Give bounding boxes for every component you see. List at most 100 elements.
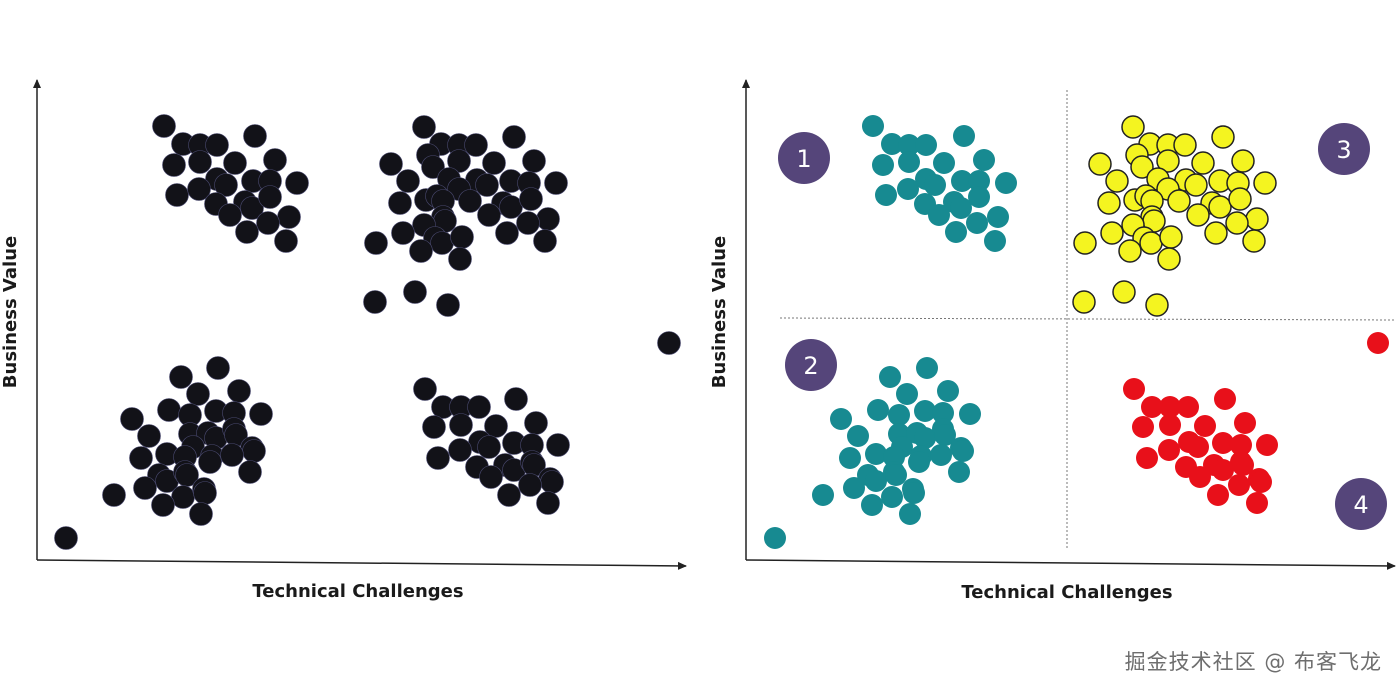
data-point	[847, 425, 869, 447]
data-point	[403, 280, 427, 304]
data-point	[937, 380, 959, 402]
data-point	[898, 134, 920, 156]
data-point	[189, 502, 213, 526]
data-point	[458, 189, 482, 213]
data-point	[1232, 454, 1254, 476]
data-point	[881, 486, 903, 508]
data-point	[495, 221, 519, 245]
data-point	[1136, 447, 1158, 469]
data-point	[1159, 225, 1183, 249]
data-point	[220, 443, 244, 467]
quadrant-badge-3: 3	[1318, 123, 1370, 175]
data-point	[1225, 211, 1249, 235]
data-point	[1208, 195, 1232, 219]
data-point	[1189, 466, 1211, 488]
data-point	[448, 438, 472, 462]
data-point	[812, 484, 834, 506]
data-point	[129, 446, 153, 470]
data-point	[467, 395, 491, 419]
data-point	[1177, 396, 1199, 418]
data-point	[1234, 412, 1256, 434]
data-point	[235, 220, 259, 244]
data-point	[1167, 189, 1191, 213]
data-point	[533, 229, 557, 253]
data-point	[477, 435, 501, 459]
data-point	[1194, 415, 1216, 437]
data-point	[865, 443, 887, 465]
data-point	[205, 133, 229, 157]
data-point	[1253, 171, 1277, 195]
right-points	[764, 115, 1389, 549]
data-point	[932, 402, 954, 424]
data-point	[934, 424, 956, 446]
data-point	[426, 446, 450, 470]
data-point	[1245, 207, 1269, 231]
data-point	[987, 206, 1009, 228]
data-point	[540, 470, 564, 494]
data-point	[1123, 378, 1145, 400]
data-point	[522, 149, 546, 173]
data-point	[896, 383, 918, 405]
data-point	[516, 211, 540, 235]
data-point	[412, 115, 436, 139]
data-point	[1250, 471, 1272, 493]
data-point	[897, 178, 919, 200]
data-point	[258, 185, 282, 209]
data-point	[973, 149, 995, 171]
data-point	[1212, 432, 1234, 454]
data-point	[409, 239, 433, 263]
quadrant-badge-label: 3	[1336, 136, 1351, 164]
data-point	[872, 154, 894, 176]
data-point	[1157, 247, 1181, 271]
watermark: 掘金技术社区 @ 布客飞龙	[1124, 650, 1382, 674]
quadrant-badge-label: 1	[796, 145, 811, 173]
data-point	[171, 485, 195, 509]
data-point	[1073, 231, 1097, 255]
data-point	[1228, 474, 1250, 496]
data-point	[1121, 115, 1145, 139]
data-point	[875, 184, 897, 206]
data-point	[504, 387, 528, 411]
data-point	[243, 124, 267, 148]
left-x-axis	[36, 559, 687, 570]
data-point	[277, 205, 301, 229]
data-point	[274, 229, 298, 253]
data-point	[238, 460, 262, 484]
data-point	[1072, 290, 1096, 314]
data-point	[862, 115, 884, 137]
data-point	[968, 186, 990, 208]
data-point	[1141, 396, 1163, 418]
right-x-axis	[745, 559, 1396, 570]
data-point	[544, 171, 568, 195]
data-point	[1228, 187, 1252, 211]
data-point	[899, 503, 921, 525]
left-points	[54, 114, 681, 550]
data-point	[995, 172, 1017, 194]
data-point	[497, 483, 521, 507]
data-point	[536, 207, 560, 231]
data-point	[188, 150, 212, 174]
data-point	[1139, 231, 1163, 255]
data-point	[54, 526, 78, 550]
data-point	[843, 477, 865, 499]
data-point	[1105, 169, 1129, 193]
data-point	[948, 461, 970, 483]
data-point	[933, 152, 955, 174]
data-point	[914, 400, 936, 422]
data-point	[422, 415, 446, 439]
quadrant-badge-label: 2	[803, 352, 818, 380]
data-point	[396, 169, 420, 193]
left-scatter-plot: Technical Challenges Business Value	[0, 79, 687, 602]
data-point	[102, 483, 126, 507]
data-point	[1204, 221, 1228, 245]
data-point	[240, 196, 264, 220]
quadrant-badge-1: 1	[778, 132, 830, 184]
data-point	[223, 151, 247, 175]
data-point	[1156, 149, 1180, 173]
data-point	[908, 451, 930, 473]
data-point	[1184, 173, 1208, 197]
data-point	[214, 173, 238, 197]
data-point	[1130, 155, 1154, 179]
data-point	[1118, 239, 1142, 263]
data-point	[464, 133, 488, 157]
